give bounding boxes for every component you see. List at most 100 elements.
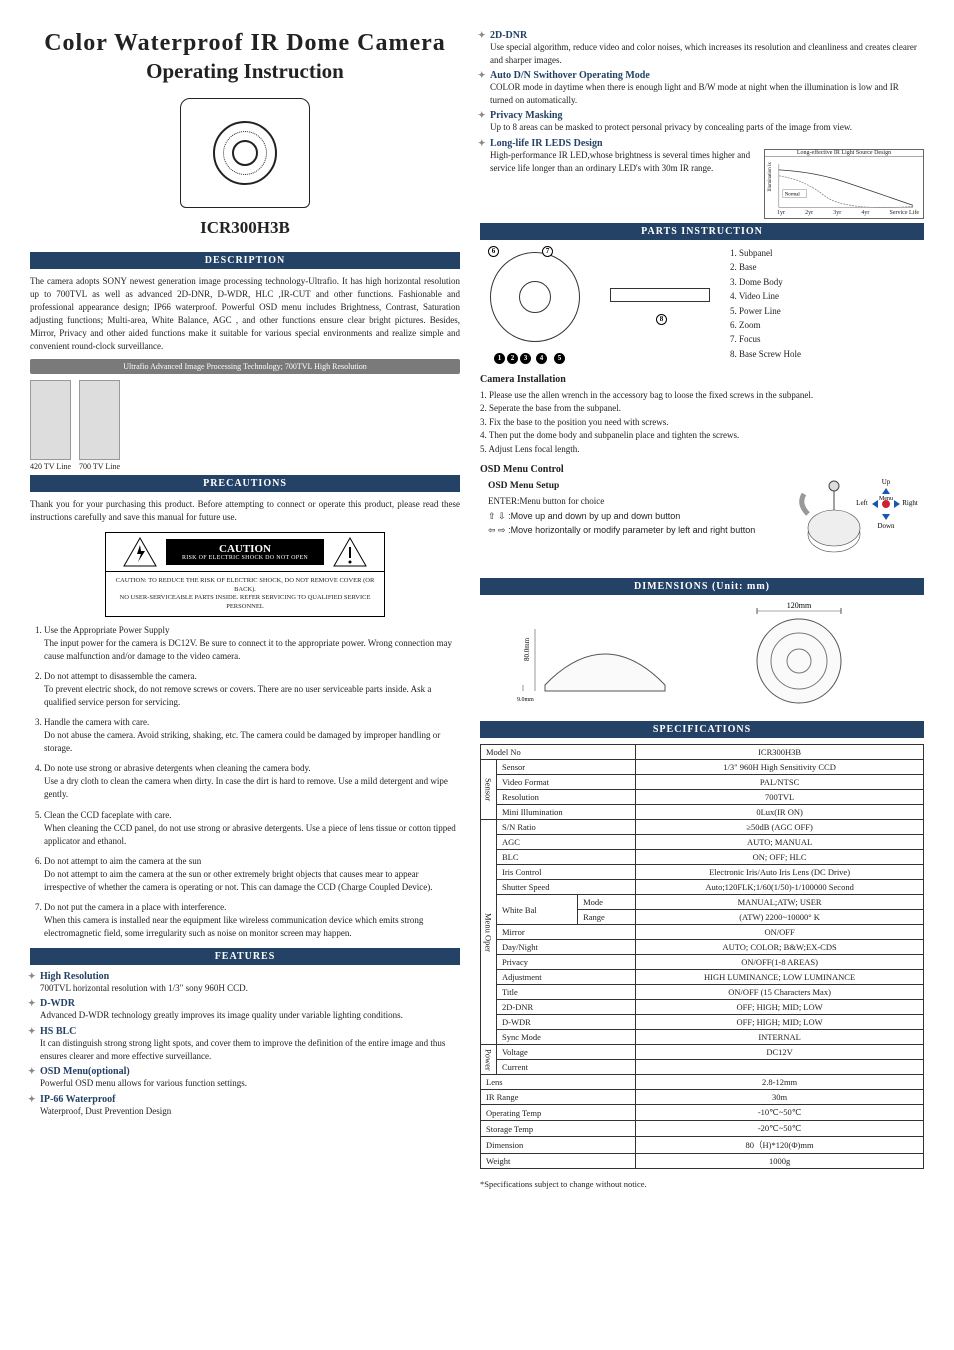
spec-v-24: -10℃~50℃ [636, 1105, 924, 1121]
osd-joystick-diagram: Up Down Left Right Menu [794, 464, 924, 574]
spec-k-8: Iris Control [497, 865, 636, 880]
svg-text:Down: Down [877, 522, 895, 530]
spec-v-23: 30m [636, 1090, 924, 1105]
description-header: DESCRIPTION [30, 252, 460, 269]
spec-k-20: Voltage [497, 1045, 636, 1060]
prec-5-d: When cleaning the CCD panel, do not use … [44, 822, 460, 848]
spec-v-4: 0Lux(IR ON) [636, 805, 924, 820]
caution-line-2: NO USER-SERVICEABLE PARTS INSIDE. REFER … [111, 594, 379, 611]
prec-6-d: Do not attempt to aim the camera at the … [44, 868, 460, 894]
spec-k-5: S/N Ratio [497, 820, 636, 835]
spec-k-18: D-WDR [497, 1015, 636, 1030]
tech-bar: Ultrafio Advanced Image Processing Techn… [30, 359, 460, 374]
spec-k-24: Operating Temp [481, 1105, 636, 1121]
precautions-header: PRECAUTIONS [30, 475, 460, 492]
spec-v-5: ≥50dB (AGC OFF) [636, 820, 924, 835]
camera-illustration [180, 98, 310, 208]
svg-text:80.0mm: 80.0mm [523, 638, 531, 662]
parts-header: PARTS INSTRUCTION [480, 223, 924, 240]
caution-box: CAUTION RISK OF ELECTRIC SHOCK DO NOT OP… [105, 532, 385, 617]
spec-v-16: ON/OFF (15 Characters Max) [636, 985, 924, 1000]
spec-k-16: Title [497, 985, 636, 1000]
install-4: 4. Then put the dome body and subpanelin… [480, 429, 924, 443]
feat-4-h: IP-66 Waterproof [30, 1094, 460, 1105]
spec-k-6: AGC [497, 835, 636, 850]
ir-chart-ylabel: Illumination lx [768, 162, 773, 192]
spec-v-1: 1/3" 960H High Sensitivity CCD [636, 760, 924, 775]
prec-3-t: Handle the camera with care. [44, 717, 460, 727]
spec-v-0: ICR300H3B [636, 745, 924, 760]
spec-v-12: ON/OFF [636, 925, 924, 940]
spec-k-26: Dimension [481, 1137, 636, 1154]
parts-list: 1. Subpanel 2. Base 3. Dome Body 4. Vide… [730, 246, 801, 366]
svg-text:Menu: Menu [879, 496, 893, 502]
caution-line-1: CAUTION: TO REDUCE THE RISK OF ELECTRIC … [111, 577, 379, 594]
spec-k-22: Lens [481, 1075, 636, 1090]
spec-k-4: Mini Illumination [497, 805, 636, 820]
spec-v-2: PAL/NTSC [636, 775, 924, 790]
spec-v-26: 80（H)*120(Φ)mm [636, 1137, 924, 1154]
feat-2-b: It can distinguish strong strong light s… [30, 1037, 460, 1062]
spec-k-14: Privacy [497, 955, 636, 970]
features-header: FEATURES [30, 948, 460, 965]
spec-k-wb: White Bal [497, 895, 578, 925]
install-steps: 1. Please use the allen wrench in the ac… [480, 389, 924, 457]
compare-cap-420: 420 TV Line [30, 462, 71, 471]
spec-k-12: Mirror [497, 925, 636, 940]
precautions-intro: Thank you for your purchasing this produ… [30, 498, 460, 524]
spec-v-7: ON; OFF; HLC [636, 850, 924, 865]
part-4: 4. Video Line [730, 289, 801, 303]
svg-text:Right: Right [902, 499, 918, 507]
spec-k-10: Mode [578, 895, 636, 910]
prec-4-t: Do note use strong or abrasive detergent… [44, 763, 460, 773]
install-2: 2. Seperate the base from the subpanel. [480, 402, 924, 416]
spec-v-27: 1000g [636, 1154, 924, 1169]
svg-text:9.0mm: 9.0mm [517, 697, 534, 703]
feat-1-b: Advanced D-WDR technology greatly improv… [30, 1009, 460, 1022]
svg-text:120mm: 120mm [787, 601, 812, 610]
spec-grp-menu: Menu Oper [481, 820, 497, 1045]
compare-image-420 [30, 380, 71, 460]
spec-v-11: (ATW) 2200~10000° K [636, 910, 924, 925]
spec-k-7: BLC [497, 850, 636, 865]
parts-diagram: 123 45 678 [480, 246, 720, 366]
part-2: 2. Base [730, 260, 801, 274]
compare-cap-700: 700 TV Line [79, 462, 120, 471]
install-5: 5. Adjust Lens focal length. [480, 443, 924, 457]
warning-icon [332, 537, 368, 567]
specifications-header: SPECIFICATIONS [480, 721, 924, 738]
spec-v-6: AUTO; MANUAL [636, 835, 924, 850]
prec-7-t: Do not put the camera in a place with in… [44, 902, 460, 912]
prec-2-t: Do not attempt to disassemble the camera… [44, 671, 460, 681]
spec-table: Model NoICR300H3B SensorSensor1/3" 960H … [480, 744, 924, 1169]
spec-grp-sensor: Sensor [481, 760, 497, 820]
prec-1-d: The input power for the camera is DC12V.… [44, 637, 460, 663]
resolution-compare: 420 TV Line 700 TV Line [30, 380, 460, 471]
dimensions-header: DIMENSIONS (Unit: mm) [480, 578, 924, 595]
feat-2-h: HS BLC [30, 1026, 460, 1037]
spec-v-10: MANUAL;ATW; USER [636, 895, 924, 910]
part-5: 5. Power Line [730, 304, 801, 318]
spec-k-11: Range [578, 910, 636, 925]
spec-v-22: 2.8-12mm [636, 1075, 924, 1090]
description-text: The camera adopts SONY newest generation… [30, 275, 460, 353]
spec-note: *Specifications subject to change withou… [480, 1179, 924, 1189]
install-header: Camera Installation [480, 374, 924, 385]
part-3: 3. Dome Body [730, 275, 801, 289]
spec-k-25: Storage Temp [481, 1121, 636, 1137]
feat-4-b: Waterproof, Dust Prevention Design [30, 1105, 460, 1118]
svg-text:Normal: Normal [785, 193, 801, 198]
page-title-1: Color Waterproof IR Dome Camera [30, 30, 460, 57]
spec-k-27: Weight [481, 1154, 636, 1169]
caution-label-sub: RISK OF ELECTRIC SHOCK DO NOT OPEN [182, 555, 308, 561]
part-1: 1. Subpanel [730, 246, 801, 260]
svg-text:Left: Left [856, 499, 868, 507]
prec-6-t: Do not attempt to aim the camera at the … [44, 856, 460, 866]
caution-label: CAUTION RISK OF ELECTRIC SHOCK DO NOT OP… [166, 539, 324, 565]
feat-7-b: Up to 8 areas can be masked to protect p… [480, 121, 924, 134]
part-7: 7. Focus [730, 332, 801, 346]
spec-k-21: Current [497, 1060, 636, 1075]
prec-7-d: When this camera is installed near the e… [44, 914, 460, 940]
caution-label-main: CAUTION [219, 543, 271, 555]
feat-1-h: D-WDR [30, 998, 460, 1009]
